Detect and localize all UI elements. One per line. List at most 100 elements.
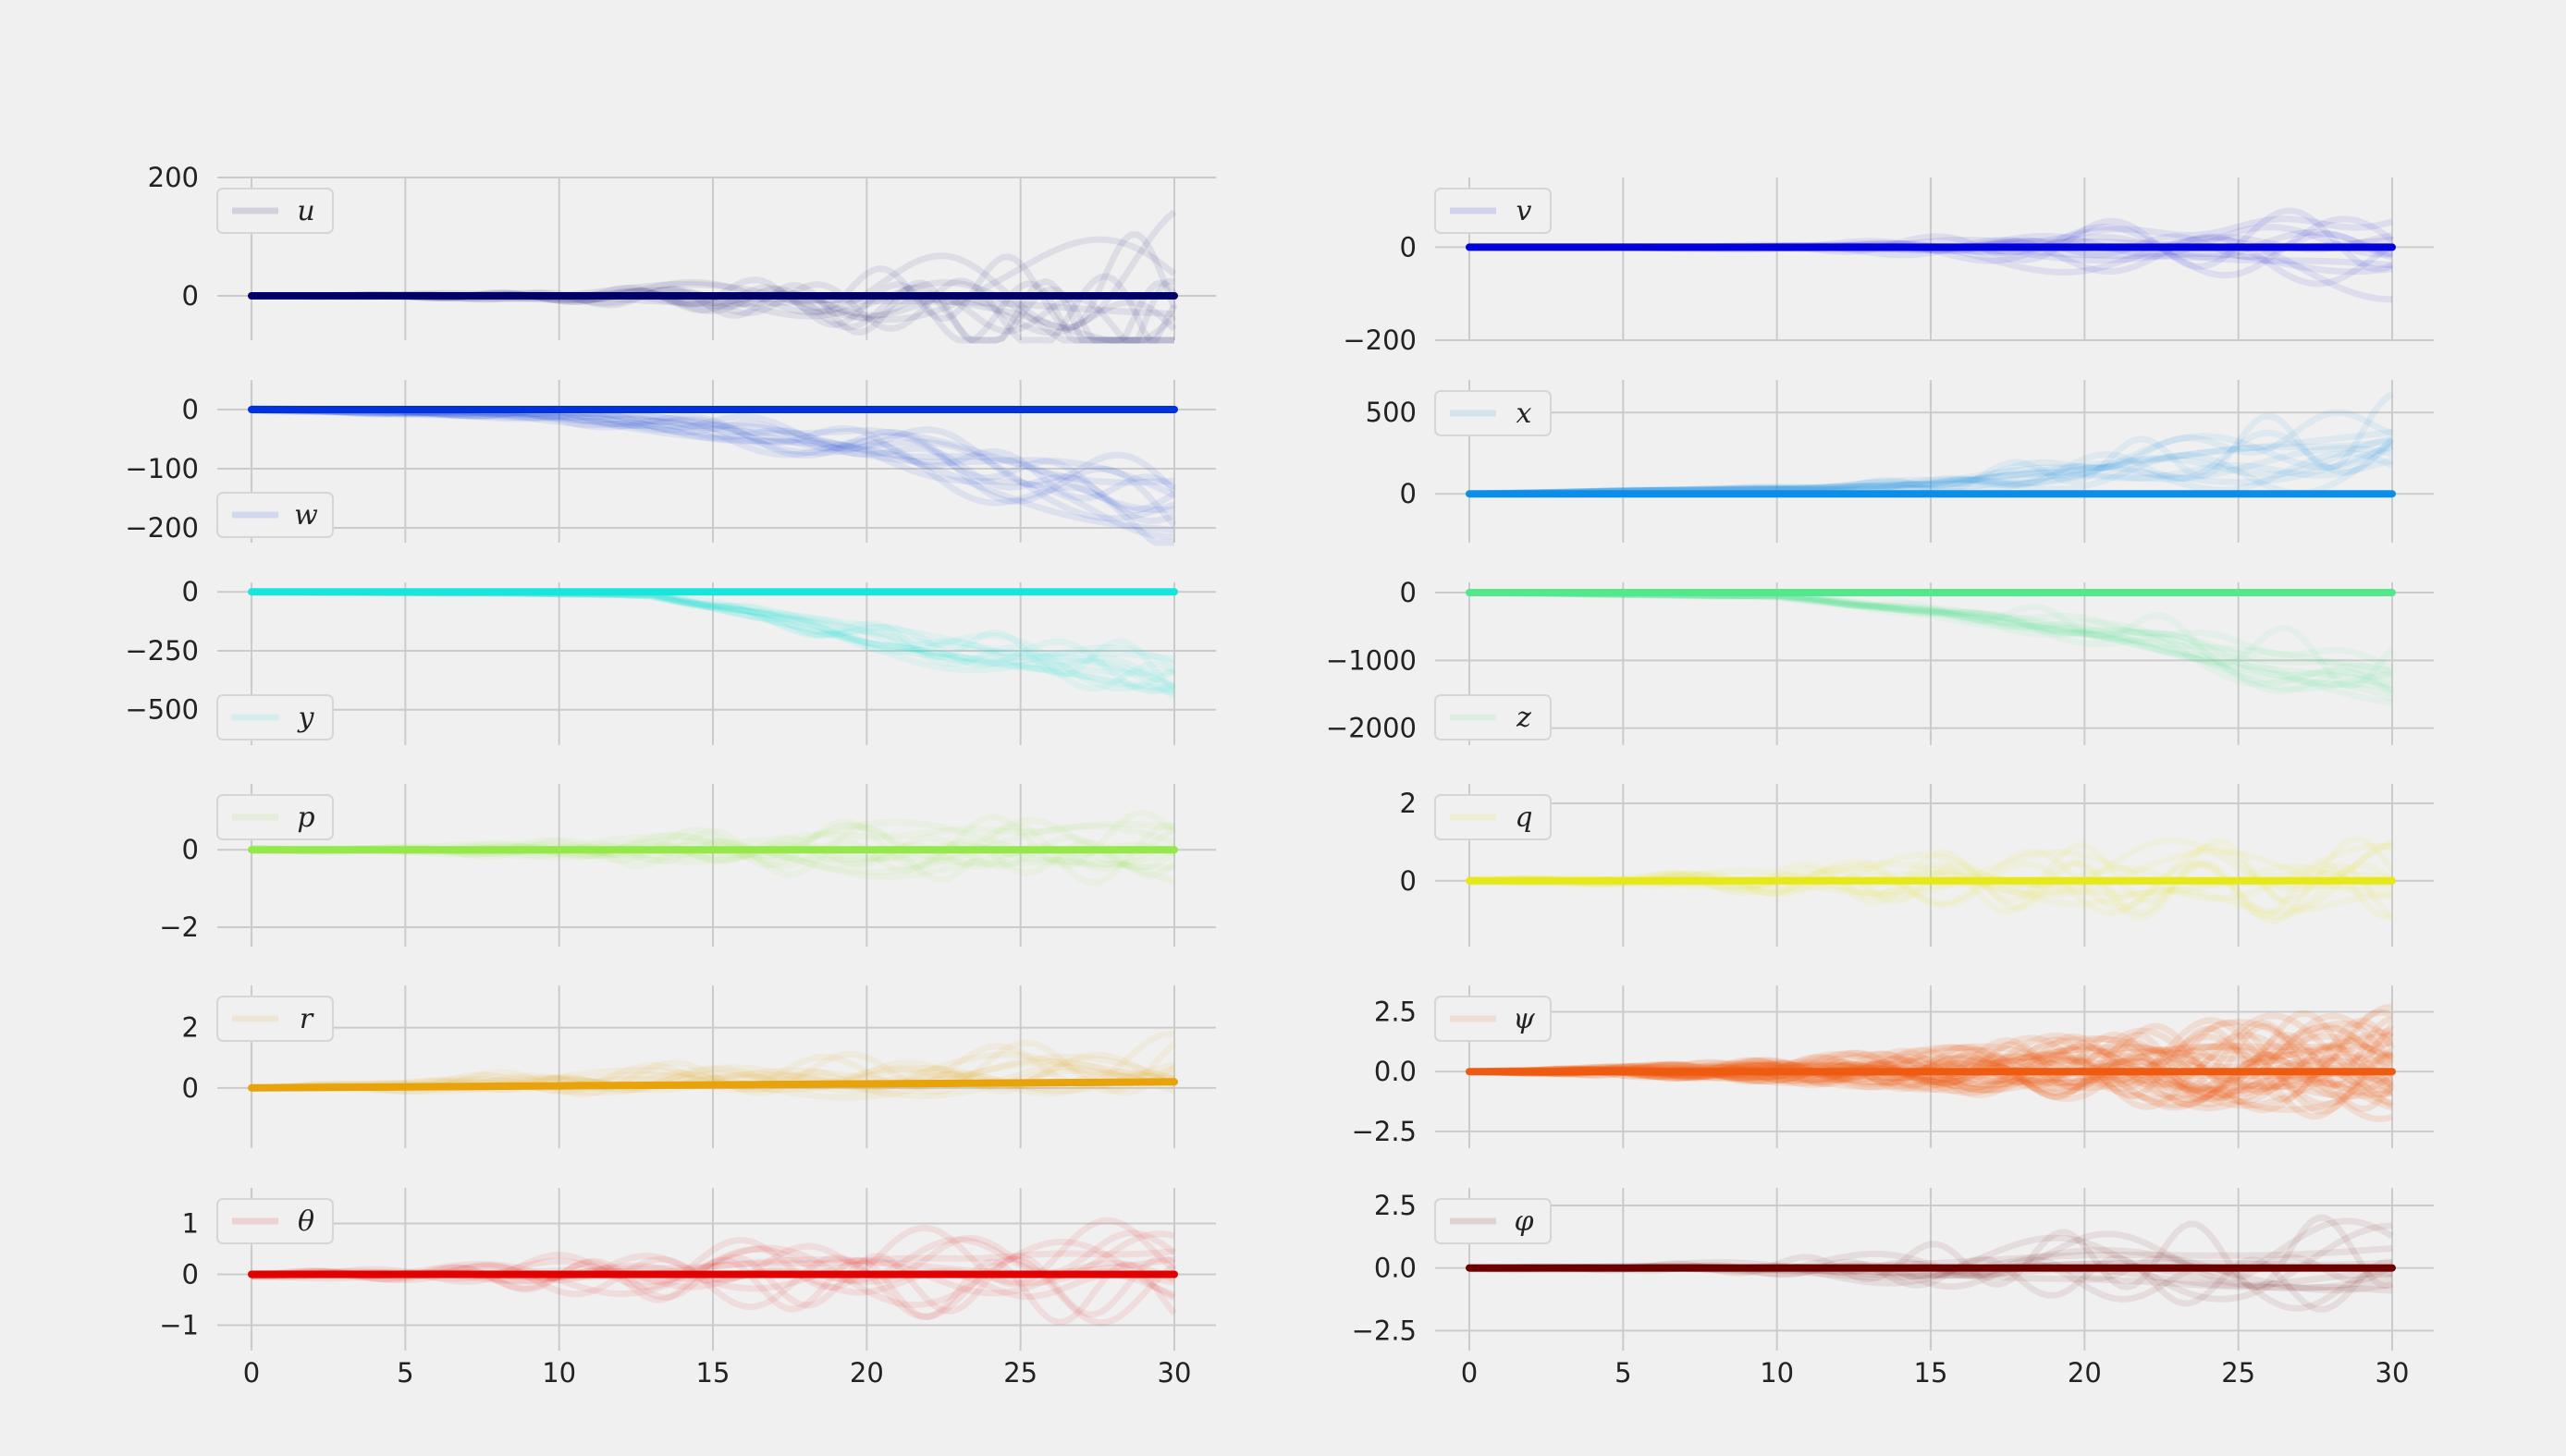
legend-box	[216, 492, 334, 538]
trajectory-line	[1468, 1009, 2394, 1084]
legend: y	[216, 694, 334, 740]
legend: p	[216, 794, 334, 840]
legend: r	[216, 996, 334, 1042]
legend: w	[216, 492, 334, 538]
legend: θ	[216, 1198, 334, 1244]
legend-box	[216, 996, 334, 1042]
y-tick-label: −2.5	[1352, 1116, 1417, 1147]
legend-box	[216, 1198, 334, 1244]
subplot-9: 2.5 0.0 −2.5 ψ	[1352, 985, 2434, 1148]
trajectory-line	[251, 1254, 1176, 1327]
subplot-8: 2 0 r	[182, 985, 1216, 1148]
legend: v	[1434, 188, 1552, 234]
subplot-10: 10−1θ0 5 10 15 20 25 30	[159, 1188, 1216, 1389]
y-tick-label: 1	[182, 1208, 199, 1240]
trajectory-line	[1468, 1009, 2395, 1088]
legend: ψ	[1434, 996, 1552, 1042]
y-tick-label: −2	[159, 912, 199, 943]
x-tick-label: 10	[542, 1357, 576, 1389]
subplot-4: 0 −250 −500 y	[125, 576, 1216, 745]
legend-label: q	[1515, 801, 1532, 834]
subplot-3: 500 0 x	[1366, 380, 2434, 543]
legend-label: r	[300, 1003, 314, 1035]
y-tick-label: −1000	[1326, 644, 1417, 676]
trajectory-line	[251, 405, 1177, 528]
trajectory-line	[1468, 1016, 2393, 1092]
legend-box	[216, 694, 334, 740]
y-tick-label: 0	[1400, 231, 1417, 263]
legend: x	[1434, 390, 1552, 436]
x-tick-label: 25	[2221, 1357, 2255, 1389]
y-tick-label: 2	[182, 1012, 199, 1044]
trajectory-line	[251, 1039, 1177, 1097]
y-tick-label: −100	[125, 453, 199, 484]
legend-label: y	[297, 702, 315, 734]
x-tick-label: 5	[397, 1357, 413, 1389]
x-tick-label: 0	[243, 1357, 260, 1389]
y-tick-label: 0	[1400, 478, 1417, 509]
mean-line	[248, 1078, 1178, 1092]
trajectory-line	[251, 1067, 1176, 1099]
y-tick-label: −1	[159, 1310, 199, 1341]
y-tick-label: −200	[1343, 324, 1417, 356]
x-tick-label: 30	[1158, 1357, 1192, 1389]
subplot-6: 0 −2 p	[159, 784, 1216, 947]
trajectory-line	[1468, 1012, 2394, 1088]
legend-label: θ	[298, 1205, 314, 1238]
legend: φ	[1434, 1198, 1552, 1244]
y-tick-label: −2000	[1326, 713, 1417, 744]
legend-box	[216, 794, 334, 840]
subplot-0: 0 200 u	[148, 162, 1216, 344]
y-tick-label: 0	[182, 280, 199, 312]
y-tick-label: 0.0	[1374, 1056, 1417, 1087]
subplot-2: 0 −100 −200 w	[125, 380, 1216, 546]
legend-box	[1434, 694, 1552, 740]
subplot-7: 2 0 q	[1400, 784, 2434, 947]
legend: z	[1434, 694, 1552, 740]
legend-label: u	[297, 195, 314, 227]
y-tick-label: 0.0	[1374, 1253, 1417, 1284]
y-tick-label: 0	[182, 1259, 199, 1291]
trajectory-line	[252, 1051, 1176, 1092]
legend-box	[1434, 390, 1552, 436]
subplot-1: 0 −200 v	[1343, 177, 2434, 356]
trajectory-line	[251, 1053, 1176, 1101]
x-tick-label: 20	[850, 1357, 884, 1389]
legend: q	[1434, 794, 1552, 840]
legend-box	[1434, 996, 1552, 1042]
legend-box	[216, 188, 334, 234]
y-tick-label: 200	[148, 162, 199, 193]
x-tick-label: 15	[696, 1357, 731, 1389]
x-tick-label: 30	[2376, 1357, 2410, 1389]
legend-label: p	[297, 801, 314, 834]
y-tick-label: 0	[1400, 865, 1417, 897]
legend-box	[1434, 794, 1552, 840]
legend-box	[1434, 188, 1552, 234]
y-tick-label: 500	[1366, 397, 1417, 428]
y-tick-label: 2.5	[1374, 996, 1417, 1027]
x-tick-label: 15	[1914, 1357, 1948, 1389]
legend-label: φ	[1514, 1205, 1533, 1238]
y-tick-label: 0	[1400, 577, 1417, 608]
x-tick-label: 25	[1003, 1357, 1037, 1389]
y-tick-label: 0	[182, 1072, 199, 1104]
y-tick-label: 0	[182, 576, 199, 607]
legend-label: z	[1516, 702, 1531, 734]
x-tick-label: 0	[1461, 1357, 1478, 1389]
subplot-11: 2.5 0.0 −2.5 φ 0 5 10 15 20 25 30	[1352, 1188, 2434, 1389]
y-tick-label: 0	[182, 834, 199, 865]
y-tick-label: −200	[125, 512, 199, 544]
y-tick-label: −500	[125, 694, 199, 726]
legend-label: x	[1516, 398, 1532, 430]
y-tick-label: 2	[1400, 788, 1417, 819]
x-tick-label: 5	[1614, 1357, 1631, 1389]
subplot-5: 0 −1000 −2000 z	[1326, 577, 2434, 745]
trajectory-line	[251, 1256, 1177, 1326]
legend-label: ψ	[1513, 1003, 1535, 1035]
legend: u	[216, 188, 334, 234]
trajectory-line	[1468, 1046, 2394, 1113]
x-tick-label: 20	[2068, 1357, 2102, 1389]
legend-label: v	[1516, 195, 1532, 227]
